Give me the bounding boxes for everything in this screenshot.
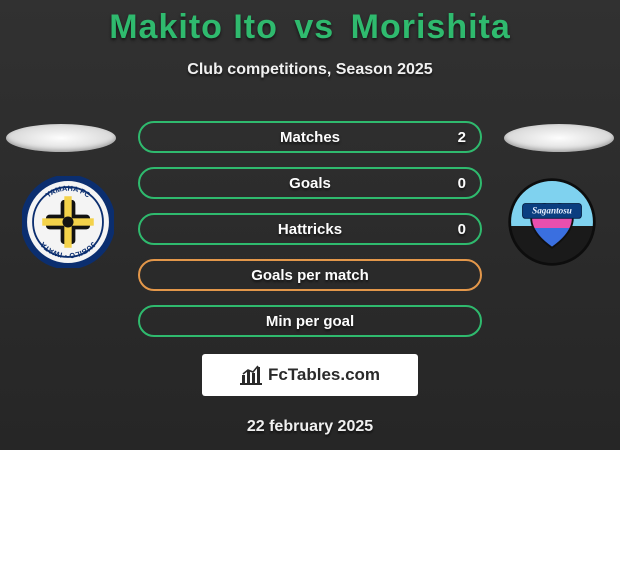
subtitle: Club competitions, Season 2025 bbox=[0, 61, 620, 79]
club-badge-right: Sagantosu bbox=[506, 176, 598, 268]
stat-right-value: 0 bbox=[458, 175, 466, 192]
date-label: 22 february 2025 bbox=[0, 418, 620, 436]
stat-row-goals-per-match: Goals per match bbox=[138, 259, 482, 291]
stat-row-matches: Matches 2 bbox=[138, 121, 482, 153]
player-right-name: Morishita bbox=[351, 8, 511, 46]
brand-badge: FcTables.com bbox=[202, 354, 418, 396]
stat-label: Min per goal bbox=[266, 313, 354, 330]
avatar-placeholder-left bbox=[6, 124, 116, 152]
comparison-card: Makito Ito vs Morishita Club competition… bbox=[0, 0, 620, 450]
stat-row-min-per-goal: Min per goal bbox=[138, 305, 482, 337]
avatar-placeholder-right bbox=[504, 124, 614, 152]
brand-text: FcTables.com bbox=[268, 365, 380, 385]
stat-label: Goals bbox=[289, 175, 331, 192]
stat-right-value: 0 bbox=[458, 221, 466, 238]
svg-text:Sagantosu: Sagantosu bbox=[532, 206, 572, 216]
player-left-name: Makito Ito bbox=[109, 8, 278, 46]
stat-row-goals: Goals 0 bbox=[138, 167, 482, 199]
stat-label: Goals per match bbox=[251, 267, 369, 284]
stat-label: Matches bbox=[280, 129, 340, 146]
page-title: Makito Ito vs Morishita bbox=[0, 0, 620, 47]
club-badge-left: YAMAHA FC JUBILO · IWATA bbox=[22, 176, 114, 268]
stat-right-value: 2 bbox=[458, 129, 466, 146]
stats-list: Matches 2 Goals 0 Hattricks 0 Goals per … bbox=[138, 121, 482, 351]
vs-text: vs bbox=[294, 8, 334, 46]
stat-row-hattricks: Hattricks 0 bbox=[138, 213, 482, 245]
chart-icon bbox=[240, 365, 262, 385]
stat-label: Hattricks bbox=[278, 221, 342, 238]
